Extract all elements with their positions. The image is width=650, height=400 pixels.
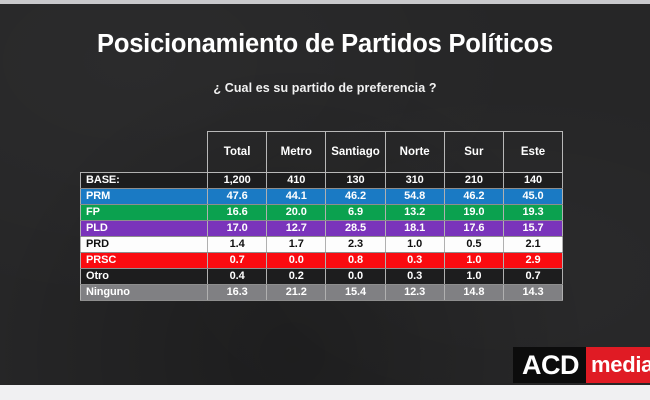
- cell-fp-total: 16.6: [206, 204, 267, 221]
- cell-otro-total: 0.4: [206, 268, 267, 285]
- table-row: Ninguno 16.3 21.2 15.4 12.3 14.8 14.3: [80, 284, 564, 301]
- row-label-prm: PRM: [80, 188, 208, 205]
- table-row: PRD 1.4 1.7 2.3 1.0 0.5 2.1: [80, 236, 564, 253]
- row-label-prd: PRD: [80, 236, 208, 253]
- cell-prd-este: 2.1: [502, 236, 564, 253]
- row-label-fp: FP: [80, 204, 208, 221]
- table-body: BASE: 1,200 410 130 310 210 140 PRM 47.6…: [80, 172, 564, 301]
- cell-fp-norte: 13.2: [384, 204, 445, 221]
- cell-pld-santiago: 28.5: [325, 220, 386, 237]
- table-row: PRM 47.6 44.1 46.2 54.8 46.2 45.0: [80, 188, 564, 205]
- page-subtitle: ¿ Cual es su partido de preferencia ?: [213, 81, 437, 95]
- table-row: BASE: 1,200 410 130 310 210 140: [80, 172, 564, 189]
- cell-prsc-total: 0.7: [206, 252, 267, 269]
- cell-base-norte: 310: [384, 172, 445, 189]
- logo-media-text: media: [586, 347, 650, 383]
- cell-base-sur: 210: [443, 172, 504, 189]
- cell-prsc-este: 2.9: [502, 252, 564, 269]
- row-label-otro: Otro: [80, 268, 208, 285]
- cell-ninguno-metro: 21.2: [266, 284, 326, 301]
- cell-prm-santiago: 46.2: [325, 188, 386, 205]
- presentation-slide: Posicionamiento de Partidos Políticos ¿ …: [0, 4, 650, 385]
- cell-prm-metro: 44.1: [266, 188, 326, 205]
- table-row: FP 16.6 20.0 6.9 13.2 19.0 19.3: [80, 204, 564, 221]
- cell-pld-metro: 12.7: [266, 220, 326, 237]
- row-label-pld: PLD: [80, 220, 208, 237]
- column-header-norte: Norte: [384, 131, 445, 173]
- cell-pld-norte: 18.1: [384, 220, 445, 237]
- cell-prsc-sur: 1.0: [443, 252, 504, 269]
- cell-fp-sur: 19.0: [443, 204, 504, 221]
- cell-base-metro: 410: [266, 172, 326, 189]
- poll-results-table-container: Total Metro Santiago Norte Sur Este BASE…: [80, 131, 564, 301]
- table-corner-cell: [81, 132, 208, 173]
- cell-prm-este: 45.0: [502, 188, 564, 205]
- row-label-base: BASE:: [80, 172, 208, 189]
- column-header-total: Total: [206, 131, 267, 173]
- cell-prd-santiago: 2.3: [325, 236, 386, 253]
- cell-fp-este: 19.3: [502, 204, 564, 221]
- cell-prsc-norte: 0.3: [384, 252, 445, 269]
- cell-ninguno-norte: 12.3: [384, 284, 445, 301]
- cell-ninguno-este: 14.3: [502, 284, 564, 301]
- cell-prsc-santiago: 0.8: [325, 252, 386, 269]
- cell-pld-este: 15.7: [502, 220, 564, 237]
- cell-fp-santiago: 6.9: [325, 204, 386, 221]
- cell-prd-norte: 1.0: [384, 236, 445, 253]
- top-border-strip: [0, 0, 650, 4]
- row-label-ninguno: Ninguno: [80, 284, 208, 301]
- bottom-border-strip: [0, 385, 650, 400]
- cell-otro-santiago: 0.0: [325, 268, 386, 285]
- cell-base-santiago: 130: [325, 172, 386, 189]
- table-row: PLD 17.0 12.7 28.5 18.1 17.6 15.7: [80, 220, 564, 237]
- column-header-sur: Sur: [443, 131, 504, 173]
- acd-media-logo: ACD media: [513, 347, 650, 383]
- cell-pld-total: 17.0: [206, 220, 267, 237]
- cell-pld-sur: 17.6: [443, 220, 504, 237]
- cell-prm-total: 47.6: [206, 188, 267, 205]
- table-header: Total Metro Santiago Norte Sur Este: [81, 131, 564, 173]
- page-title: Posicionamiento de Partidos Políticos: [97, 30, 553, 58]
- cell-prm-norte: 54.8: [384, 188, 445, 205]
- table-header-row: Total Metro Santiago Norte Sur Este: [81, 131, 564, 173]
- cell-ninguno-santiago: 15.4: [325, 284, 386, 301]
- table-row: PRSC 0.7 0.0 0.8 0.3 1.0 2.9: [80, 252, 564, 269]
- cell-fp-metro: 20.0: [266, 204, 326, 221]
- cell-otro-metro: 0.2: [266, 268, 326, 285]
- poll-results-table: Total Metro Santiago Norte Sur Este BASE…: [80, 131, 564, 301]
- cell-prd-sur: 0.5: [443, 236, 504, 253]
- table-row: Otro 0.4 0.2 0.0 0.3 1.0 0.7: [80, 268, 564, 285]
- cell-base-total: 1,200: [206, 172, 267, 189]
- cell-ninguno-total: 16.3: [206, 284, 267, 301]
- column-header-metro: Metro: [266, 131, 326, 173]
- cell-prd-total: 1.4: [206, 236, 267, 253]
- cell-prd-metro: 1.7: [266, 236, 326, 253]
- column-header-este: Este: [502, 131, 564, 173]
- cell-otro-este: 0.7: [502, 268, 564, 285]
- row-label-prsc: PRSC: [80, 252, 208, 269]
- cell-prm-sur: 46.2: [443, 188, 504, 205]
- cell-base-este: 140: [502, 172, 564, 189]
- cell-otro-norte: 0.3: [384, 268, 445, 285]
- cell-ninguno-sur: 14.8: [443, 284, 504, 301]
- logo-acd-text: ACD: [513, 347, 586, 383]
- cell-otro-sur: 1.0: [443, 268, 504, 285]
- column-header-santiago: Santiago: [325, 131, 386, 173]
- cell-prsc-metro: 0.0: [266, 252, 326, 269]
